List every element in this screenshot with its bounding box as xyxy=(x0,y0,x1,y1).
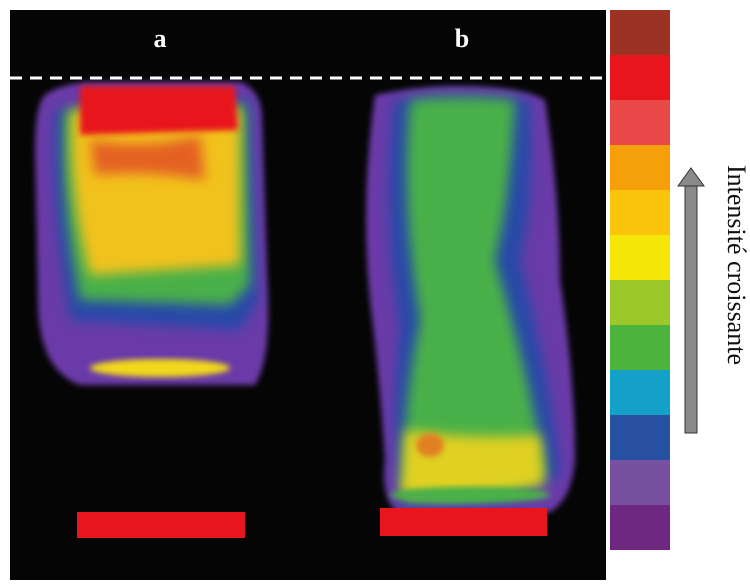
scale-label: Intensité croissante xyxy=(722,165,750,365)
intensity-map-b xyxy=(366,86,575,515)
increase-arrow xyxy=(677,167,705,434)
marker-bar-a xyxy=(77,512,245,538)
panel-label: a xyxy=(154,24,167,53)
panel-label: b xyxy=(455,24,469,53)
marker-bar-b xyxy=(380,508,547,536)
color-scale xyxy=(610,10,670,550)
intensity-map-a xyxy=(35,82,269,385)
